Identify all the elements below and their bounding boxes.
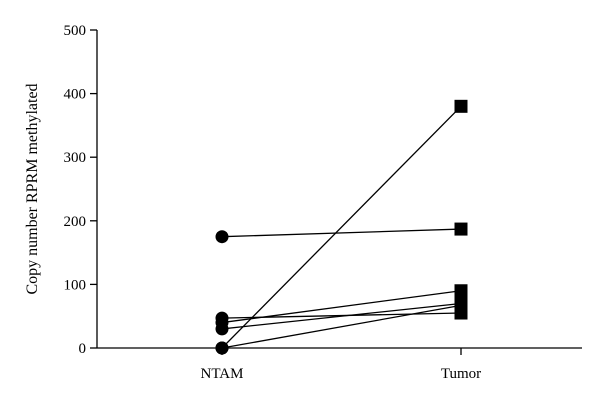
- tumor-point-5: [454, 99, 468, 113]
- x-axis: NTAM Tumor: [97, 347, 582, 382]
- pair-line-1: [221, 228, 462, 238]
- pair-line-4: [221, 302, 462, 330]
- y-tick-label: 200: [64, 214, 87, 230]
- y-axis-title: Copy number RPRM methylated: [24, 83, 41, 294]
- y-tick-label: 400: [64, 87, 87, 103]
- tumor-point-6: [454, 298, 468, 312]
- pair-line-3: [221, 290, 462, 324]
- y-ticks: 0 100 200 300 400 500: [64, 23, 97, 357]
- y-tick-label: 500: [64, 23, 87, 39]
- tumor-point-1: [454, 222, 468, 236]
- x-ticks: NTAM Tumor: [201, 348, 481, 382]
- x-tick-label-tumor: Tumor: [441, 366, 481, 382]
- y-axis: 0 100 200 300 400 500: [64, 23, 98, 357]
- pair-lines: [221, 105, 462, 349]
- y-tick-label: 100: [64, 277, 87, 293]
- y-tick-label: 300: [64, 150, 87, 166]
- ntam-point-4: [215, 322, 229, 336]
- data-points: [215, 99, 468, 355]
- x-tick-label-ntam: NTAM: [201, 366, 244, 382]
- tumor-point-3: [454, 284, 468, 298]
- ntam-point-6: [215, 341, 229, 355]
- ntam-point-1: [215, 230, 229, 244]
- pair-line-5: [221, 105, 462, 349]
- y-tick-label: 0: [79, 341, 87, 357]
- pair-line-6: [221, 304, 462, 349]
